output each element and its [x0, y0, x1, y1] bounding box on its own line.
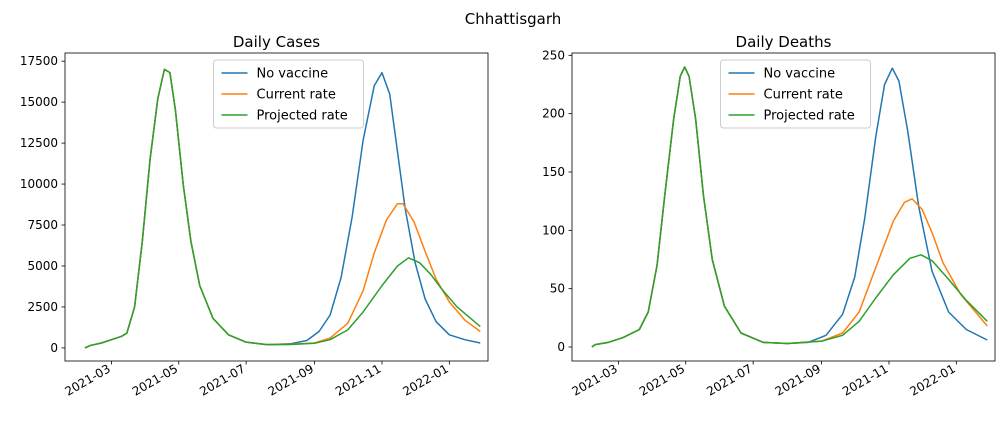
legend-label: Projected rate [257, 109, 348, 124]
legend-label: Projected rate [764, 109, 855, 124]
y-tick-label: 250 [542, 48, 565, 62]
legend-box [213, 59, 364, 129]
x-tick-label: 2021-05 [130, 361, 180, 398]
legend: No vaccine Current rate Projected rate [213, 59, 364, 129]
y-tick-label: 200 [542, 107, 565, 121]
series-line-projected-rate [84, 68, 481, 349]
legend-label: Current rate [764, 88, 843, 103]
y-tick-label: 17500 [20, 54, 58, 68]
legend-label: No vaccine [764, 67, 836, 82]
y-tick-label: 150 [542, 165, 565, 179]
y-tick-label: 100 [542, 223, 565, 237]
x-tick-label: 2021-09 [773, 361, 823, 398]
plot-area-frame [571, 52, 996, 362]
x-tick-label: 2022-01 [400, 361, 450, 398]
x-tick-label: 2021-11 [333, 361, 383, 398]
chart-title: Daily Cases [233, 33, 320, 51]
x-tick-label: 2021-11 [840, 361, 890, 398]
chart-panel-1: Daily Cases 0 2500 5000 7500 10000 12500 15000 1… [20, 33, 489, 399]
legend-label: Current rate [257, 88, 336, 103]
y-tick-label: 15000 [20, 95, 58, 109]
chart-title: Daily Deaths [736, 33, 832, 51]
y-tick-label: 5000 [27, 259, 58, 273]
y-tick-label: 2500 [27, 300, 58, 314]
y-tick-label: 0 [557, 340, 565, 354]
y-tick-label: 50 [550, 282, 565, 296]
y-tick-label: 12500 [20, 136, 58, 150]
legend-label: No vaccine [257, 67, 329, 82]
legend: No vaccine Current rate Projected rate [720, 59, 871, 129]
chart-panel-2: Daily Deaths 0 50 100 150 200 250 2021-03 2021-0… [542, 33, 996, 399]
y-tick-label: 7500 [27, 218, 58, 232]
x-tick-label: 2022-01 [907, 361, 957, 398]
x-tick-label: 2021-07 [197, 361, 247, 398]
figure-suptitle: Chhattisgarh [465, 10, 562, 28]
y-tick-label: 0 [50, 341, 58, 355]
x-tick-label: 2021-05 [637, 361, 687, 398]
x-tick-label: 2021-07 [704, 361, 754, 398]
series-line-projected-rate [591, 66, 988, 348]
x-tick-label: 2021-09 [266, 361, 316, 398]
plot-area-frame [64, 52, 489, 362]
y-tick-label: 10000 [20, 177, 58, 191]
legend-box [720, 59, 871, 129]
x-tick-label: 2021-03 [569, 361, 619, 398]
x-tick-label: 2021-03 [62, 361, 112, 398]
